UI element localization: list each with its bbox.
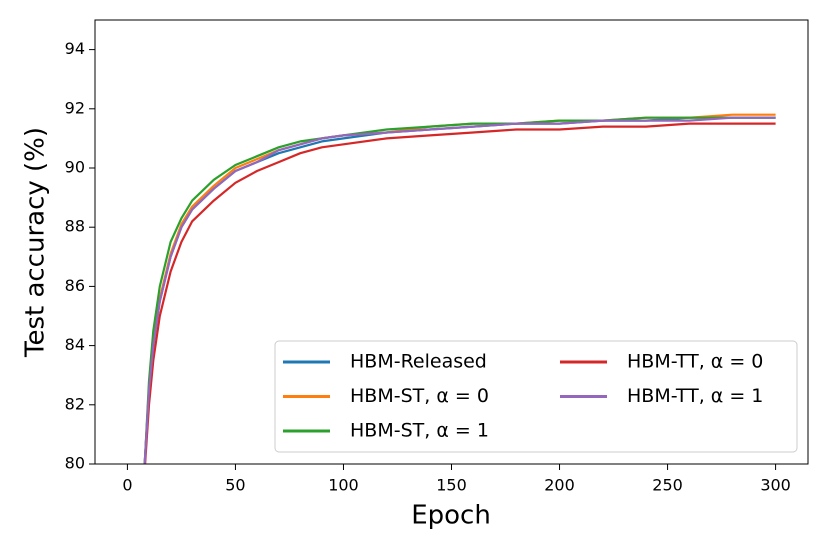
x-tick-label: 250 (652, 476, 683, 495)
x-tick-label: 50 (225, 476, 245, 495)
plot-area (143, 113, 776, 464)
y-tick-label: 92 (65, 98, 85, 117)
series-line (143, 122, 776, 464)
legend-label: HBM-TT, α = 0 (627, 351, 763, 373)
y-tick-label: 86 (65, 276, 85, 295)
x-tick-label: 100 (328, 476, 359, 495)
legend-label: HBM-ST, α = 1 (350, 420, 489, 442)
y-tick-label: 88 (65, 217, 85, 236)
x-axis-label: Epoch (411, 501, 491, 531)
y-tick-label: 94 (65, 39, 85, 58)
x-tick-label: 200 (544, 476, 575, 495)
y-tick-label: 90 (65, 158, 85, 177)
legend-label: HBM-TT, α = 1 (627, 385, 763, 407)
y-axis-label: Test accuracy (%) (21, 127, 51, 358)
x-tick-label: 150 (436, 476, 467, 495)
y-tick-label: 82 (65, 394, 85, 413)
plot-frame (94, 19, 809, 465)
legend-label: HBM-Released (350, 351, 487, 373)
legend-box (274, 340, 798, 453)
y-tick-label: 80 (65, 454, 85, 473)
y-tick-label: 84 (65, 335, 85, 354)
series-line (143, 116, 776, 464)
legend-label: HBM-ST, α = 0 (350, 385, 489, 407)
x-tick-label: 0 (122, 476, 132, 495)
x-tick-label: 300 (760, 476, 791, 495)
